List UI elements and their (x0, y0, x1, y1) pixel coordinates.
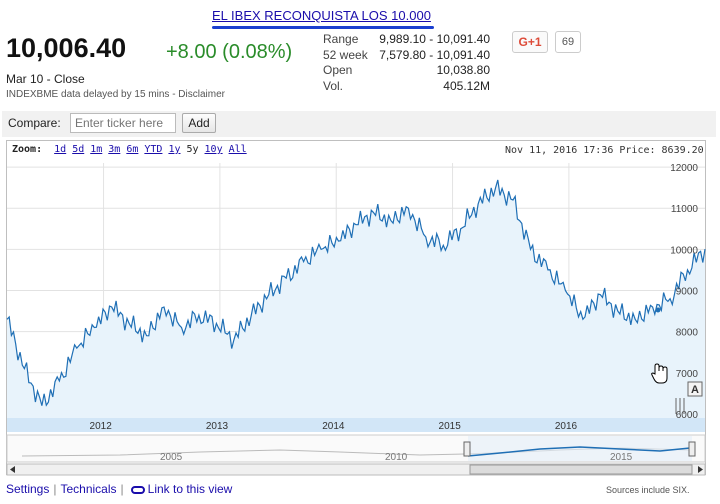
scroll-right-icon[interactable] (698, 466, 703, 473)
y-tick-label: 8000 (676, 328, 699, 339)
zoom-option-1d[interactable]: 1d (54, 144, 67, 155)
zoom-option-1m[interactable]: 1m (90, 144, 103, 155)
x-tick-label: 2016 (555, 421, 578, 432)
stat-label: Vol. (323, 78, 344, 93)
y-tick-label: 7000 (676, 369, 699, 380)
gplus-count: 69 (555, 31, 581, 53)
x-tick-label: 2013 (206, 421, 229, 432)
link-to-view[interactable]: Link to this view (147, 482, 233, 496)
annotation-flag-icon[interactable]: A (675, 381, 703, 414)
quote-price: 10,006.40 (6, 33, 127, 63)
x-tick-label: 2015 (439, 421, 462, 432)
headline-link[interactable]: EL IBEX RECONQUISTA LOS 10.000 (212, 8, 431, 23)
price-readout: Nov 11, 2016 17:36 Price: 8639.20 (505, 145, 704, 156)
navigator-left-handle[interactable] (463, 441, 471, 457)
stat-label: Range (323, 32, 359, 46)
stat-value: 7,579.80 - 10,091.40 (379, 47, 490, 62)
y-tick-label: 6000 (676, 410, 699, 421)
compare-label: Compare: (8, 116, 61, 130)
chart-canvas[interactable]: 6000 7000 8000 9000 10000 11000 12000 2012 2013… (0, 0, 720, 480)
y-tick-label: 12000 (670, 163, 698, 174)
compare-ticker-input[interactable] (70, 113, 176, 133)
stat-row-52week: 52 week 7,579.80 - 10,091.40 (323, 48, 493, 64)
navigator-selected-line (467, 446, 691, 457)
zoom-option-6m[interactable]: 6m (126, 144, 139, 155)
add-compare-button[interactable]: Add (182, 113, 216, 133)
x-tick-label: 2014 (322, 421, 345, 432)
y-tick-label: 9000 (676, 287, 699, 298)
navigator-tick-label: 2015 (610, 452, 633, 463)
hand-cursor-icon (651, 363, 668, 384)
zoom-option-5d[interactable]: 5d (72, 144, 85, 155)
link-icon (130, 485, 145, 494)
zoom-label: Zoom: (12, 144, 43, 155)
zoom-option-1y[interactable]: 1y (168, 144, 181, 155)
headline-underline (212, 26, 434, 29)
stat-label: Open (323, 63, 353, 78)
stat-value: 405.12M (443, 78, 490, 93)
zoom-option-10y[interactable]: 10y (204, 144, 223, 155)
quote-change: +8.00 (0.08%) (166, 41, 293, 63)
zoom-option-5y[interactable]: 5y (186, 144, 199, 155)
stat-row-open: Open 10,038.80 (323, 63, 493, 79)
technicals-link[interactable]: Technicals (60, 482, 117, 496)
footer-links: Settings | Technicals | Link to this view (6, 482, 233, 496)
navigator-selection[interactable] (468, 436, 692, 461)
hover-point (655, 307, 661, 313)
stat-row-volume: Vol. 405.12M (323, 79, 493, 95)
close-label: Mar 10 - Close (6, 72, 85, 86)
stat-label: 52 week (323, 47, 368, 62)
y-tick-label: 11000 (671, 204, 699, 215)
scrollbar-thumb[interactable] (469, 464, 693, 475)
sources-note: Sources include SIX. (606, 485, 690, 495)
zoom-option-all[interactable]: All (228, 144, 247, 155)
scroll-left-icon[interactable] (10, 466, 15, 473)
gplus-button[interactable]: G+1 (512, 31, 548, 53)
navigator-tick-label: 2005 (160, 452, 183, 463)
x-axis-band (7, 418, 705, 432)
zoom-option-ytd[interactable]: YTD (144, 144, 163, 155)
stat-value: 9,989.10 - 10,091.40 (379, 32, 490, 46)
stats-table: Range 9,989.10 - 10,091.40 52 week 7,579… (323, 32, 493, 94)
zoom-option-3m[interactable]: 3m (108, 144, 121, 155)
navigator-tick-label: 2010 (385, 452, 408, 463)
settings-link[interactable]: Settings (6, 482, 50, 496)
delay-disclaimer[interactable]: INDEXBME data delayed by 15 mins - Discl… (6, 89, 225, 100)
svg-text:A: A (691, 384, 699, 396)
price-series-line (6, 179, 706, 407)
navigator-right-handle[interactable] (688, 441, 696, 457)
zoom-bar: Zoom: 1d 5d 1m 3m 6m YTD 1y 5y 10y All (12, 144, 247, 155)
price-area-fill (7, 179, 705, 418)
y-tick-label: 10000 (670, 245, 698, 256)
x-tick-label: 2012 (90, 421, 113, 432)
stat-row-range: Range 9,989.10 - 10,091.40 (323, 32, 493, 48)
navigator-scrollbar[interactable] (6, 463, 706, 476)
stat-value: 10,038.80 (436, 63, 490, 78)
